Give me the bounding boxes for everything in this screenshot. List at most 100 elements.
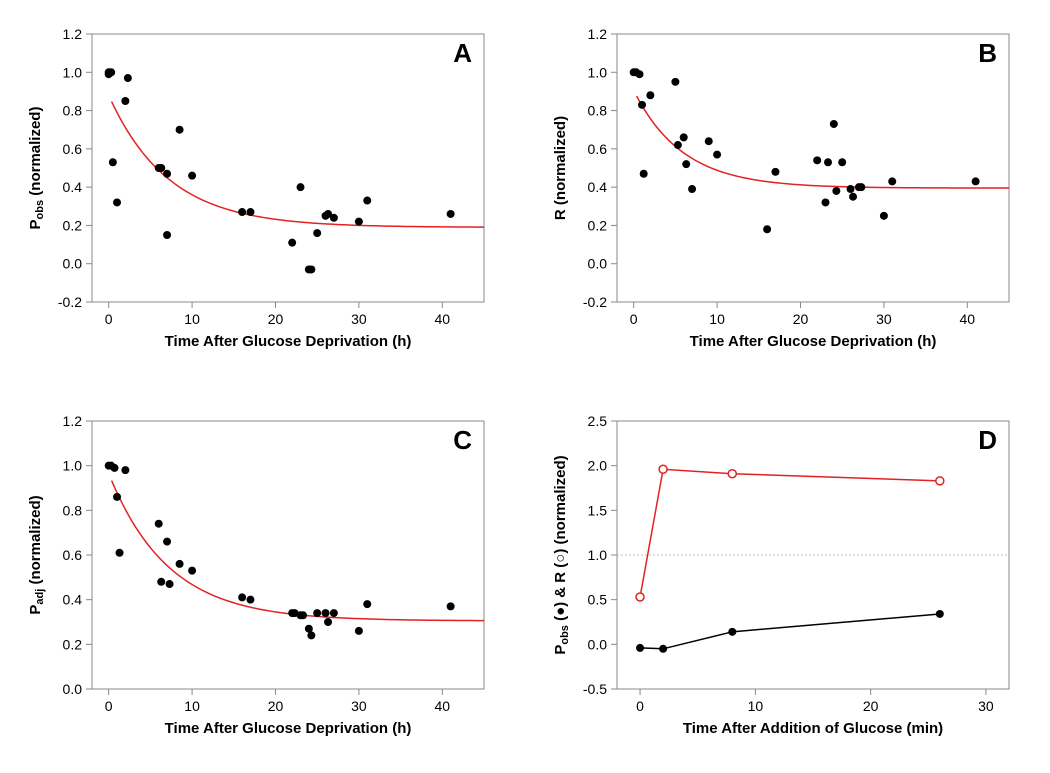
xtick-label: 0 xyxy=(105,698,113,714)
data-point xyxy=(880,212,888,220)
data-point xyxy=(313,609,321,617)
ytick-label: 1.0 xyxy=(63,457,83,473)
data-point xyxy=(324,618,332,626)
panel-letter: A xyxy=(453,38,472,68)
data-point xyxy=(124,74,132,82)
data-point xyxy=(109,158,117,166)
ytick-label: 0.2 xyxy=(63,636,83,652)
data-point xyxy=(111,463,119,471)
data-point xyxy=(713,151,721,159)
marker-R xyxy=(728,469,736,477)
ytick-label: 0.2 xyxy=(63,217,83,233)
marker-R xyxy=(659,465,667,473)
ytick-label: -0.2 xyxy=(583,294,607,310)
ytick-label: 0.2 xyxy=(588,217,608,233)
data-point xyxy=(705,137,713,145)
data-point xyxy=(763,225,771,233)
x-axis-title: Time After Glucose Deprivation (h) xyxy=(690,333,937,350)
ytick-label: 0.4 xyxy=(588,179,608,195)
xtick-label: 30 xyxy=(351,311,367,327)
xtick-label: 10 xyxy=(709,311,725,327)
data-point xyxy=(313,229,321,237)
data-point xyxy=(822,198,830,206)
data-point xyxy=(155,519,163,527)
data-point xyxy=(330,214,338,222)
data-point xyxy=(838,158,846,166)
data-point xyxy=(640,170,648,178)
ytick-label: 1.5 xyxy=(588,502,608,518)
data-point xyxy=(847,185,855,193)
data-point xyxy=(116,548,124,556)
data-point xyxy=(888,177,896,185)
xtick-label: 20 xyxy=(268,311,284,327)
panel-d: 0102030-0.50.00.51.01.52.02.5Time After … xyxy=(545,407,1030,754)
marker-Pobs xyxy=(659,644,667,652)
ytick-label: 0.0 xyxy=(588,636,608,652)
panel-c-svg: 0102030400.00.20.40.60.81.01.2Time After… xyxy=(20,407,500,747)
data-point xyxy=(638,101,646,109)
data-point xyxy=(447,602,455,610)
data-point xyxy=(288,239,296,247)
ytick-label: 1.2 xyxy=(63,413,83,429)
ytick-label: 0.5 xyxy=(588,591,608,607)
ytick-label: 1.0 xyxy=(588,64,608,80)
y-axis-title: R (normalized) xyxy=(552,116,569,220)
data-point xyxy=(355,626,363,634)
y-axis-title: Padj (normalized) xyxy=(27,495,46,614)
panel-c: 0102030400.00.20.40.60.81.01.2Time After… xyxy=(20,407,505,754)
ytick-label: 1.0 xyxy=(588,547,608,563)
x-axis-title: Time After Glucose Deprivation (h) xyxy=(165,720,412,737)
panel-b: 010203040-0.20.00.20.40.60.81.01.2Time A… xyxy=(545,20,1030,367)
marker-R xyxy=(636,592,644,600)
ytick-label: 0.6 xyxy=(588,141,608,157)
data-point xyxy=(307,265,315,273)
ytick-label: 0.8 xyxy=(63,502,83,518)
xtick-label: 30 xyxy=(351,698,367,714)
xtick-label: 30 xyxy=(978,698,994,714)
data-point xyxy=(163,170,171,178)
panel-letter: C xyxy=(453,425,472,455)
data-point xyxy=(646,91,654,99)
data-point xyxy=(113,198,121,206)
data-point xyxy=(972,177,980,185)
ytick-label: 0.8 xyxy=(63,103,83,119)
marker-Pobs xyxy=(728,627,736,635)
data-point xyxy=(771,168,779,176)
data-point xyxy=(188,566,196,574)
data-point xyxy=(163,537,171,545)
data-point xyxy=(832,187,840,195)
data-point xyxy=(121,97,129,105)
data-point xyxy=(355,218,363,226)
xtick-label: 0 xyxy=(630,311,638,327)
ytick-label: -0.2 xyxy=(58,294,82,310)
ytick-label: 2.0 xyxy=(588,457,608,473)
data-point xyxy=(671,78,679,86)
data-point xyxy=(121,466,129,474)
data-point xyxy=(857,183,865,191)
ytick-label: 0.0 xyxy=(588,256,608,272)
panel-b-svg: 010203040-0.20.00.20.40.60.81.01.2Time A… xyxy=(545,20,1025,360)
marker-R xyxy=(936,476,944,484)
panel-a: 010203040-0.20.00.20.40.60.81.01.2Time A… xyxy=(20,20,505,367)
xtick-label: 30 xyxy=(876,311,892,327)
figure-grid: 0 10 20 30 40 -0.2 0.0 0.2 0.4 0.6 0.8 1.0 1.2 Time A… xyxy=(0,0,1050,773)
data-point xyxy=(307,631,315,639)
ytick-label: 0.0 xyxy=(63,681,83,697)
xtick-label: 10 xyxy=(748,698,764,714)
panel-letter: D xyxy=(978,425,997,455)
ytick-label: 0.4 xyxy=(63,179,83,195)
ytick-label: 2.5 xyxy=(588,413,608,429)
series-line-Pobs xyxy=(640,613,940,648)
data-point xyxy=(163,231,171,239)
xtick-label: 40 xyxy=(435,698,451,714)
data-point xyxy=(157,164,165,172)
data-point xyxy=(680,133,688,141)
ytick-label: 0.0 xyxy=(63,256,83,272)
data-point xyxy=(188,172,196,180)
ytick-label: 0.4 xyxy=(63,591,83,607)
xtick-label: 20 xyxy=(793,311,809,327)
data-point xyxy=(363,197,371,205)
data-point xyxy=(238,593,246,601)
ytick-label: 1.0 xyxy=(63,64,83,80)
series-line-R xyxy=(640,469,940,597)
